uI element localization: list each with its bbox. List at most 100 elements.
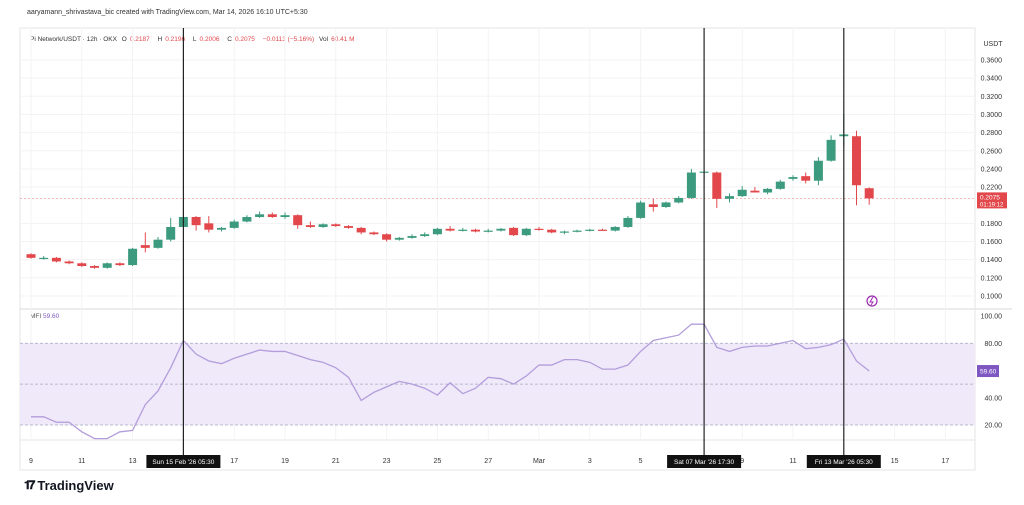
candle — [864, 187, 874, 205]
candle-body — [496, 228, 506, 231]
mfi-legend[interactable]: MFI 59.60 — [30, 313, 59, 320]
candle-body — [471, 229, 480, 232]
crosshair-time-tag — [667, 455, 742, 468]
candle — [280, 212, 290, 219]
tradingview-logo: 𝟏𝟕 TradingView — [24, 478, 114, 493]
lightning-icon — [869, 296, 874, 306]
candle-body — [90, 266, 99, 268]
time-tick-label: 11 — [789, 458, 796, 465]
candle-body — [229, 221, 239, 228]
candle-body — [394, 237, 404, 240]
candle — [369, 231, 379, 236]
mfi-value-label: 59.60 — [980, 369, 997, 376]
chart-credit: aaryamann_shrivastava_bic created with T… — [27, 9, 308, 16]
candle-body — [140, 245, 150, 248]
candle — [826, 135, 836, 162]
candle-body — [750, 190, 760, 193]
price-tick-label: 0.1200 — [981, 275, 1003, 282]
candle — [559, 230, 569, 235]
volume-value: 60.41 M — [331, 36, 355, 43]
candle-body — [826, 139, 836, 161]
candle — [610, 226, 620, 232]
candle-body — [445, 228, 455, 231]
candle-body — [344, 226, 353, 228]
candle — [217, 226, 226, 232]
price-tick-label: 0.3600 — [981, 58, 1003, 65]
time-tick-label: 13 — [129, 458, 137, 465]
candle — [64, 260, 74, 265]
event-icon[interactable] — [866, 295, 878, 307]
mfi-label: MFI — [30, 313, 42, 320]
candle-body — [26, 254, 36, 258]
crosshair-time-label: Fri 13 Mar '26 05:30 — [815, 459, 873, 466]
price-tick-label: 0.3400 — [981, 76, 1003, 83]
candle — [432, 227, 442, 236]
candle — [801, 172, 811, 184]
low-value: 0.2006 — [199, 36, 220, 43]
candle-body — [763, 188, 773, 193]
time-tick-label: 23 — [383, 458, 391, 465]
candle-body — [572, 230, 582, 232]
price-tick-label: 0.1800 — [981, 221, 1003, 228]
mfi-value-tag — [977, 365, 999, 378]
candle-body — [521, 228, 531, 236]
candle-body — [166, 226, 176, 240]
time-tick-label: 19 — [281, 458, 289, 465]
candle-body — [64, 261, 74, 264]
candle — [166, 217, 176, 242]
candle-body — [267, 214, 277, 217]
mfi-tick-label: 40.00 — [984, 395, 1002, 402]
candle-body — [356, 227, 366, 233]
candle — [483, 228, 493, 233]
candle — [623, 216, 633, 228]
mfi-tick-label: 100.00 — [981, 314, 1003, 321]
time-tick-label: 9 — [740, 458, 744, 465]
time-tick-label: 11 — [78, 458, 85, 465]
candle — [293, 214, 303, 229]
candle-body — [636, 202, 646, 218]
candle-body — [77, 263, 87, 267]
candle-body — [534, 228, 544, 230]
crosshair-time-tag — [806, 455, 881, 468]
candle — [686, 168, 696, 199]
mfi-value: 59.60 — [43, 313, 60, 320]
mfi-line — [31, 323, 870, 440]
time-tick-label: 25 — [434, 458, 442, 465]
price-tick-label: 0.2200 — [981, 185, 1003, 192]
candle-body — [305, 225, 315, 227]
candle — [204, 216, 214, 233]
mfi-tick-label: 80.00 — [984, 341, 1002, 348]
candle-body — [217, 227, 226, 230]
candle-body — [547, 229, 557, 233]
change-value: −0.0113 (−5.16%) — [262, 36, 315, 43]
candle-body — [382, 234, 392, 240]
candle — [140, 232, 150, 253]
time-tick-label: 17 — [230, 458, 238, 465]
candle — [229, 219, 239, 229]
time-tick-label: 5 — [639, 458, 643, 465]
candle-body — [204, 223, 214, 230]
high-value: 0.2196 — [165, 36, 186, 43]
candle-body — [369, 232, 379, 235]
symbol-title[interactable]: Pi Network/USDT · 12h · OKX — [30, 36, 117, 43]
candle — [318, 223, 328, 228]
candle — [648, 198, 658, 212]
time-tick-label: 21 — [332, 458, 340, 465]
candle-body — [813, 160, 823, 181]
candle-body — [775, 181, 785, 189]
candle — [661, 201, 671, 208]
candle-body — [559, 231, 569, 233]
price-tick-label: 0.1600 — [981, 239, 1003, 246]
candle — [102, 262, 112, 269]
candle — [737, 186, 747, 198]
candle — [775, 179, 785, 190]
low-label: L — [192, 36, 197, 43]
candle — [267, 212, 277, 218]
candle — [407, 234, 417, 239]
candle — [191, 216, 201, 231]
price-tick-label: 0.1000 — [981, 293, 1003, 300]
price-tick-label: 0.3000 — [981, 112, 1003, 119]
candle-body — [686, 172, 696, 198]
candle — [445, 226, 455, 232]
